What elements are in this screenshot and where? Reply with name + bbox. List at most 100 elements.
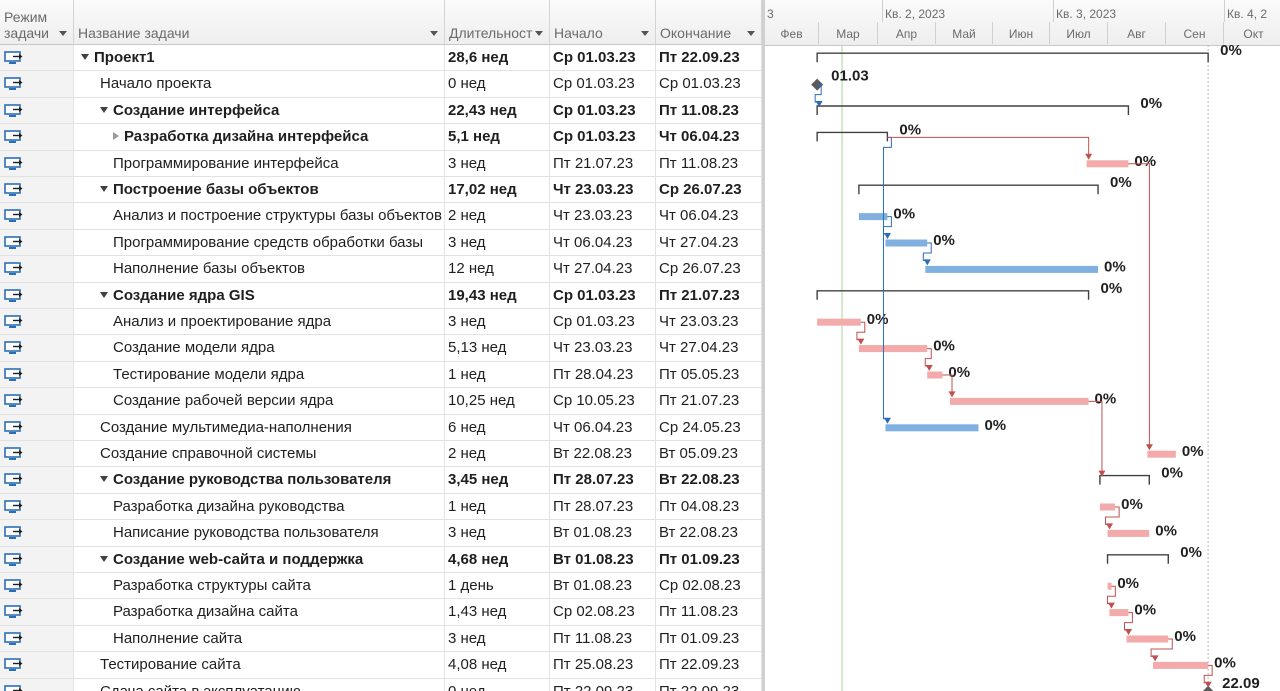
task-bar[interactable]	[1147, 450, 1176, 458]
task-finish-cell[interactable]: Пт 11.08.23	[656, 150, 762, 176]
task-duration-cell[interactable]: 22,43 нед	[445, 97, 550, 124]
task-row[interactable]: Разработка дизайна руководства 1 нед Пт 28…	[0, 493, 762, 521]
task-finish-cell[interactable]: Вт 22.08.23	[656, 520, 762, 546]
task-row[interactable]: Разработка дизайна сайта 1,43 нед Ср 02.08…	[0, 599, 762, 626]
task-start-cell[interactable]: Чт 27.04.23	[550, 256, 656, 282]
task-finish-cell[interactable]: Чт 06.04.23	[656, 124, 762, 150]
task-bar[interactable]	[858, 345, 928, 353]
task-duration-cell[interactable]: 0 нед	[445, 678, 550, 691]
task-finish-cell[interactable]: Ср 24.05.23	[656, 414, 762, 440]
task-duration-cell[interactable]: 3,45 нед	[445, 467, 550, 493]
collapse-arrow-icon[interactable]	[100, 555, 108, 562]
task-mode-cell[interactable]	[0, 229, 74, 256]
task-mode-cell[interactable]	[0, 282, 74, 308]
task-finish-cell[interactable]: Пт 04.08.23	[656, 493, 762, 520]
summary-bar[interactable]	[1106, 554, 1169, 564]
task-duration-cell[interactable]: 28,6 нед	[445, 45, 550, 71]
task-mode-cell[interactable]	[0, 493, 74, 520]
task-duration-cell[interactable]: 6 нед	[445, 414, 550, 440]
task-start-cell[interactable]: Чт 23.03.23	[550, 203, 656, 229]
filter-dropdown-icon[interactable]	[535, 31, 543, 36]
collapse-arrow-icon[interactable]	[100, 291, 108, 298]
task-bar[interactable]	[858, 213, 888, 221]
task-duration-cell[interactable]: 10,25 нед	[445, 388, 550, 414]
task-start-cell[interactable]: Чт 06.04.23	[550, 229, 656, 256]
collapse-arrow-icon[interactable]	[100, 106, 108, 113]
task-start-cell[interactable]: Пт 28.07.23	[550, 493, 656, 520]
task-start-cell[interactable]: Ср 10.05.23	[550, 388, 656, 414]
task-duration-cell[interactable]: 4,08 нед	[445, 652, 550, 678]
task-name-cell[interactable]: Проект1	[74, 45, 445, 71]
collapse-arrow-icon[interactable]	[100, 186, 108, 192]
task-mode-cell[interactable]	[0, 520, 74, 546]
task-finish-cell[interactable]: Ср 26.07.23	[656, 177, 762, 203]
task-row[interactable]: Тестирование сайта 4,08 нед Пт 25.08.23 Пт …	[0, 652, 762, 679]
task-row[interactable]: Создание ядра GIS 19,43 нед Ср 01.03.23 Пт …	[0, 282, 762, 309]
task-start-cell[interactable]: Пт 21.07.23	[550, 150, 656, 176]
task-mode-cell[interactable]	[0, 414, 74, 440]
task-start-cell[interactable]: Вт 01.08.23	[550, 573, 656, 599]
task-duration-cell[interactable]: 3 нед	[445, 229, 550, 256]
task-name-cell[interactable]: Создание мультимедиа-наполнения	[74, 414, 445, 440]
filter-dropdown-icon[interactable]	[641, 31, 649, 36]
task-row[interactable]: Создание интерфейса 22,43 нед Ср 01.03.23 П…	[0, 97, 762, 125]
milestone-marker[interactable]	[811, 78, 824, 91]
task-name-cell[interactable]: Создание справочной системы	[74, 441, 445, 467]
task-start-cell[interactable]: Ср 01.03.23	[550, 124, 656, 150]
task-start-cell[interactable]: Чт 23.03.23	[550, 177, 656, 203]
task-bar[interactable]	[1153, 661, 1209, 669]
task-mode-cell[interactable]	[0, 441, 74, 467]
summary-bar[interactable]	[816, 290, 1090, 300]
task-row[interactable]: Создание руководства пользователя 3,45 не…	[0, 467, 762, 494]
task-mode-cell[interactable]	[0, 203, 74, 229]
task-name-cell[interactable]: Создание рабочей версии ядра	[74, 388, 445, 414]
task-name-cell[interactable]: Анализ и построение структуры базы объек…	[74, 203, 445, 229]
task-row[interactable]: Тестирование модели ядра 1 нед Пт 28.04.23…	[0, 361, 762, 389]
task-duration-cell[interactable]: 5,13 нед	[445, 335, 550, 361]
task-duration-cell[interactable]: 2 нед	[445, 441, 550, 467]
task-mode-cell[interactable]	[0, 678, 74, 691]
task-finish-cell[interactable]: Пт 21.07.23	[656, 282, 762, 308]
task-mode-cell[interactable]	[0, 573, 74, 599]
task-finish-cell[interactable]: Чт 27.04.23	[656, 229, 762, 256]
task-finish-cell[interactable]: Чт 23.03.23	[656, 309, 762, 335]
task-duration-cell[interactable]: 12 нед	[445, 256, 550, 282]
task-name-cell[interactable]: Начало проекта	[74, 71, 445, 97]
task-start-cell[interactable]: Пт 22.09.23	[550, 678, 656, 691]
task-mode-cell[interactable]	[0, 335, 74, 361]
task-duration-cell[interactable]: 1 день	[445, 573, 550, 599]
task-bar[interactable]	[1107, 582, 1112, 590]
task-finish-cell[interactable]: Пт 11.08.23	[656, 97, 762, 124]
task-duration-cell[interactable]: 0 нед	[445, 71, 550, 97]
task-duration-cell[interactable]: 5,1 нед	[445, 124, 550, 150]
task-bar[interactable]	[817, 318, 861, 326]
task-name-cell[interactable]: Тестирование модели ядра	[74, 361, 445, 388]
filter-dropdown-icon[interactable]	[59, 31, 67, 36]
task-mode-cell[interactable]	[0, 45, 74, 71]
task-start-cell[interactable]: Ср 02.08.23	[550, 599, 656, 625]
task-finish-cell[interactable]: Пт 22.09.23	[656, 652, 762, 678]
task-row[interactable]: Создание мультимедиа-наполнения 6 нед Чт 0…	[0, 414, 762, 441]
task-start-cell[interactable]: Пт 11.08.23	[550, 625, 656, 652]
task-bar[interactable]	[1086, 160, 1129, 168]
task-finish-cell[interactable]: Пт 21.07.23	[656, 388, 762, 414]
task-name-cell[interactable]: Создание интерфейса	[74, 97, 445, 124]
task-row[interactable]: Анализ и проектирование ядра 3 нед Ср 01.0…	[0, 309, 762, 336]
task-name-cell[interactable]: Построение базы объектов	[74, 177, 445, 203]
task-duration-cell[interactable]: 3 нед	[445, 309, 550, 335]
task-duration-cell[interactable]: 4,68 нед	[445, 546, 550, 572]
task-duration-cell[interactable]: 1 нед	[445, 493, 550, 520]
task-row[interactable]: Разработка структуры сайта 1 день Вт 01.08…	[0, 573, 762, 600]
task-finish-cell[interactable]: Ср 01.03.23	[656, 71, 762, 97]
task-bar[interactable]	[925, 265, 1099, 273]
task-mode-cell[interactable]	[0, 652, 74, 678]
task-row[interactable]: Наполнение базы объектов 12 нед Чт 27.04.2…	[0, 256, 762, 283]
task-start-cell[interactable]: Чт 23.03.23	[550, 335, 656, 361]
task-mode-cell[interactable]	[0, 150, 74, 176]
task-name-cell[interactable]: Разработка дизайна сайта	[74, 599, 445, 625]
task-mode-cell[interactable]	[0, 388, 74, 414]
task-duration-cell[interactable]: 17,02 нед	[445, 177, 550, 203]
task-duration-cell[interactable]: 3 нед	[445, 150, 550, 176]
task-name-cell[interactable]: Разработка структуры сайта	[74, 573, 445, 599]
task-finish-cell[interactable]: Чт 06.04.23	[656, 203, 762, 229]
